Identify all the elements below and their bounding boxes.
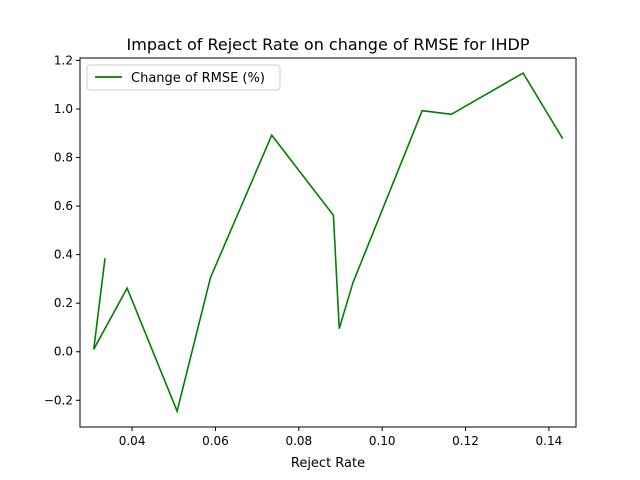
y-tick-label: 0.4 [54,248,73,262]
x-tick-label: 0.06 [202,434,229,448]
legend-entry-label: Change of RMSE (%) [131,71,265,86]
y-tick-label: 0.8 [54,151,73,165]
legend: Change of RMSE (%) [86,64,281,91]
y-tick-label: 0.6 [54,199,73,213]
y-tick-label: 1.0 [54,102,73,116]
x-tick-label: 0.10 [369,434,396,448]
plot-area [92,71,564,414]
y-tick-label: 0.0 [54,345,73,359]
plot-frame [79,57,577,428]
x-axis: 0.04 0.06 0.08 0.10 0.12 0.14 [119,427,563,448]
x-tick-label: 0.12 [452,434,479,448]
series-line [92,71,564,414]
legend-box [86,64,281,91]
x-tick-label: 0.08 [285,434,312,448]
y-tick-label: −0.2 [44,393,73,407]
y-axis: −0.2 0.0 0.2 0.4 0.6 0.8 1.0 1.2 [44,53,80,407]
x-tick-label: 0.14 [536,434,563,448]
x-tick-label: 0.04 [119,434,146,448]
x-axis-label: Reject Rate [291,456,365,471]
y-tick-label: 1.2 [54,53,73,67]
y-tick-label: 0.2 [54,296,73,310]
chart-title: Impact of Reject Rate on change of RMSE … [127,35,530,54]
